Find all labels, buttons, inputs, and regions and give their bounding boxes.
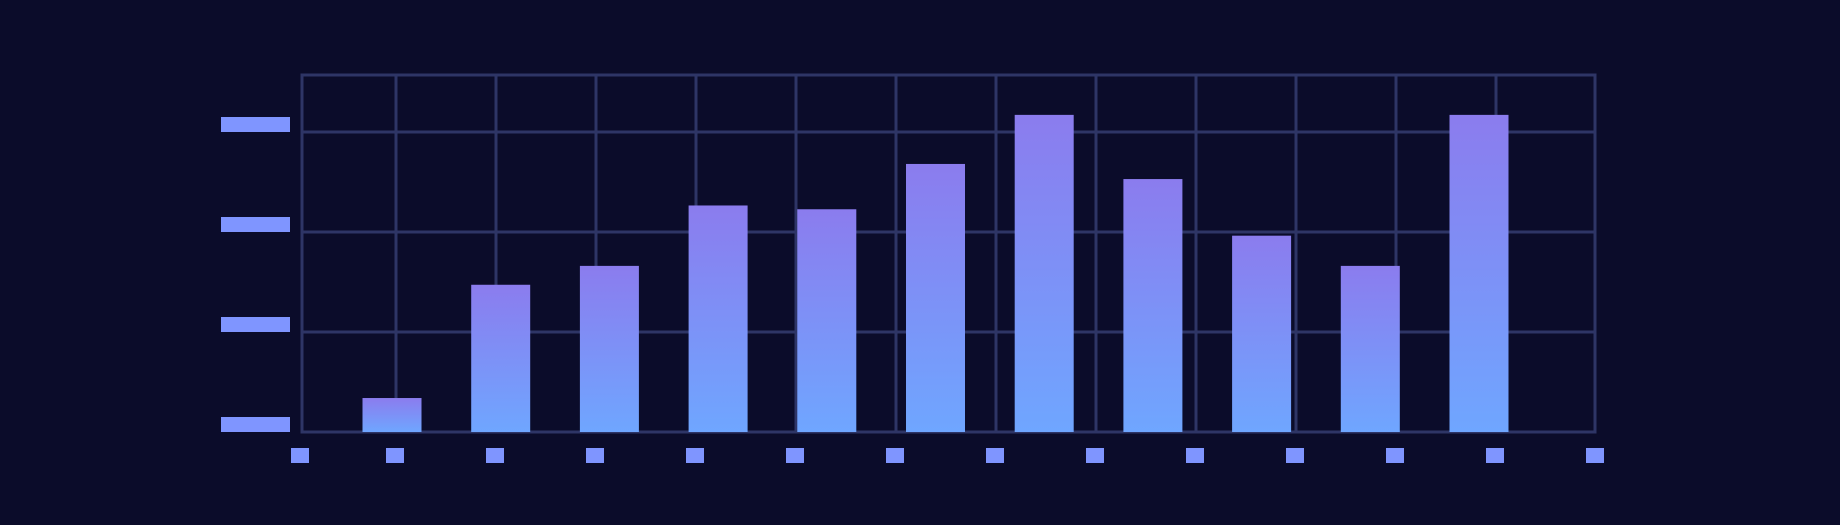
x-tick-marker: [1186, 448, 1204, 463]
bar: [797, 209, 857, 432]
y-tick-marker: [221, 317, 290, 332]
x-tick-marker: [1086, 448, 1104, 463]
bar: [362, 398, 422, 432]
x-tick-marker: [1386, 448, 1404, 463]
x-tick-marker: [291, 448, 309, 463]
x-tick-marker: [586, 448, 604, 463]
x-tick-marker: [386, 448, 404, 463]
bar: [688, 205, 748, 432]
bar: [1449, 114, 1509, 432]
bar: [1232, 235, 1292, 432]
bar: [1014, 114, 1074, 432]
y-axis-ticks: [221, 117, 290, 432]
x-tick-marker: [886, 448, 904, 463]
x-tick-marker: [786, 448, 804, 463]
bar: [579, 265, 639, 432]
x-axis-ticks: [291, 448, 1604, 463]
y-tick-marker: [221, 117, 290, 132]
x-tick-marker: [986, 448, 1004, 463]
bar: [471, 284, 531, 432]
x-tick-marker: [1486, 448, 1504, 463]
bar: [1123, 179, 1183, 432]
x-tick-marker: [1586, 448, 1604, 463]
bars: [362, 114, 1509, 432]
y-tick-marker: [221, 217, 290, 232]
bar: [1340, 265, 1400, 432]
x-tick-marker: [486, 448, 504, 463]
y-tick-marker: [221, 417, 290, 432]
x-tick-marker: [1286, 448, 1304, 463]
x-tick-marker: [686, 448, 704, 463]
bar: [906, 163, 965, 432]
